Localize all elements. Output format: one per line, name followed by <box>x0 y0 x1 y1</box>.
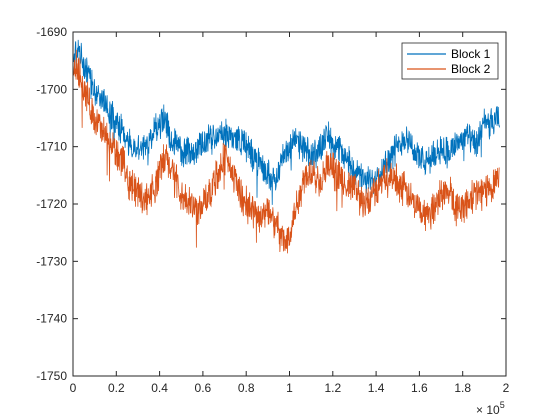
x-exponent-label: × 105 <box>476 400 505 417</box>
x-tick-label: 0.6 <box>195 381 212 395</box>
y-tick-label: -1750 <box>36 369 67 383</box>
x-tick-label: 0.2 <box>108 381 125 395</box>
series-layer <box>72 39 500 254</box>
y-tick-label: -1720 <box>36 197 67 211</box>
x-tick-label: 1 <box>286 381 293 395</box>
x-exponent-power: 5 <box>500 400 505 410</box>
x-tick-label: 1.2 <box>324 381 341 395</box>
y-tick-label: -1730 <box>36 254 67 268</box>
x-tick-label: 0 <box>70 381 77 395</box>
x-tick-label: 1.4 <box>368 381 385 395</box>
y-tick-label: -1690 <box>36 25 67 39</box>
legend-box <box>401 42 499 80</box>
ticks-layer: 0 0.2 0.4 0.6 0.8 1 1.2 1.4 1.6 1.8 2 -1750 -1740 -17… <box>36 25 509 395</box>
legend-label-2: Block 2 <box>451 62 491 76</box>
y-tick-label: -1740 <box>36 312 67 326</box>
x-tick-label: 2 <box>503 381 510 395</box>
y-tick-label: -1710 <box>36 140 67 154</box>
x-tick-label: 1.6 <box>411 381 428 395</box>
y-tick-label: -1700 <box>36 82 67 96</box>
plot-area: 0 0.2 0.4 0.6 0.8 1 1.2 1.4 1.6 1.8 2 -1750 -1740 -17… <box>36 25 509 395</box>
x-exponent-base: × 10 <box>476 403 500 417</box>
x-tick-label: 0.4 <box>151 381 168 395</box>
series-line-1 <box>72 39 500 205</box>
series-line-2 <box>72 49 500 254</box>
legend-label-1: Block 1 <box>451 47 491 61</box>
x-tick-label: 1.8 <box>454 381 471 395</box>
x-tick-label: 0.8 <box>238 381 255 395</box>
